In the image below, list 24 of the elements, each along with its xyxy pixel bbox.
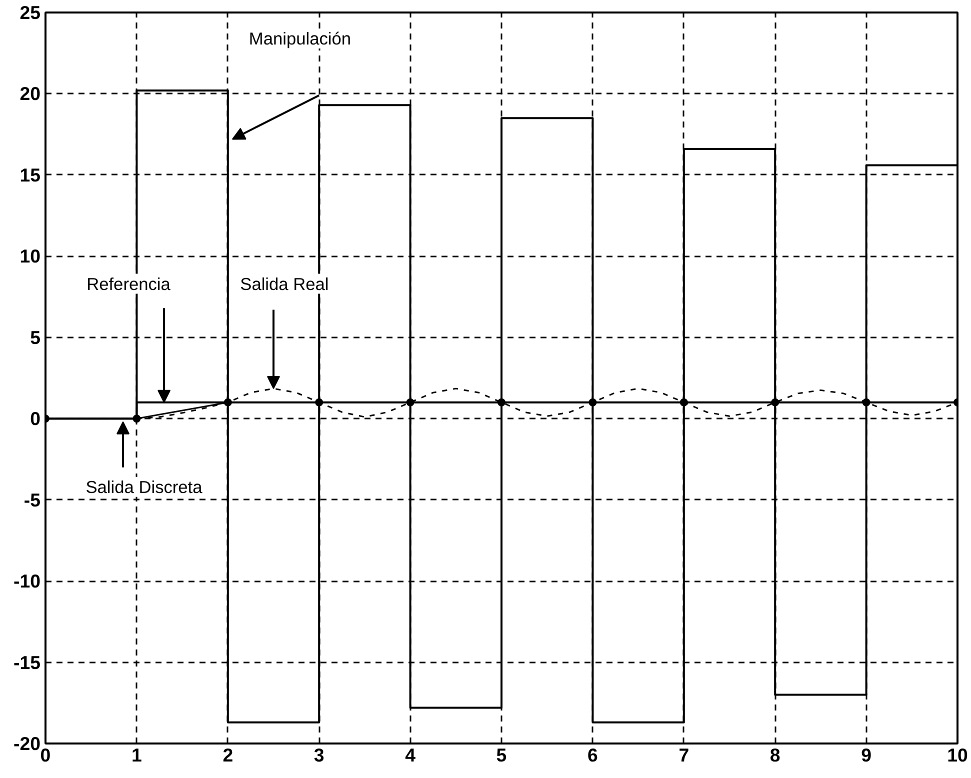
annotation: Salida Discreta xyxy=(86,476,203,497)
annotation: Manipulación xyxy=(248,28,352,48)
y-tick-label: 20 xyxy=(20,83,41,104)
y-tick-label: 15 xyxy=(20,164,41,186)
y-tick-label: -10 xyxy=(14,570,41,592)
x-tick-label: 8 xyxy=(770,744,780,766)
y-tick-label: -20 xyxy=(14,733,41,754)
x-tick-label: 10 xyxy=(947,744,968,766)
x-tick-label: 3 xyxy=(314,744,324,766)
y-tick-label: 25 xyxy=(20,2,41,23)
y-tick-label: -5 xyxy=(24,489,41,510)
y-tick-label: 10 xyxy=(20,246,41,267)
y-tick-label: -15 xyxy=(14,652,41,673)
annotation: Referencia xyxy=(86,274,171,294)
x-tick-label: 5 xyxy=(496,744,507,766)
y-tick-label: 5 xyxy=(30,326,41,348)
annotation: Salida Real xyxy=(240,274,329,294)
x-tick-label: 7 xyxy=(678,744,690,766)
x-tick-label: 6 xyxy=(588,744,598,766)
x-tick-label: 9 xyxy=(861,744,872,766)
x-tick-label: 1 xyxy=(132,744,142,766)
x-tick-label: 4 xyxy=(405,744,416,766)
x-tick-label: 2 xyxy=(222,744,234,766)
y-tick-label: 0 xyxy=(30,408,41,430)
